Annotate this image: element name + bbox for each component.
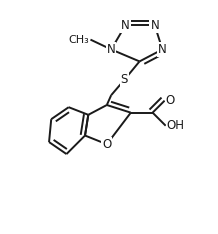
Text: N: N	[158, 43, 167, 56]
Text: CH₃: CH₃	[69, 35, 89, 45]
Text: OH: OH	[167, 119, 185, 132]
Text: N: N	[121, 19, 130, 32]
Text: N: N	[107, 43, 116, 56]
Text: S: S	[121, 73, 128, 86]
Text: O: O	[102, 138, 111, 151]
Text: O: O	[166, 94, 175, 107]
Text: N: N	[150, 19, 159, 32]
